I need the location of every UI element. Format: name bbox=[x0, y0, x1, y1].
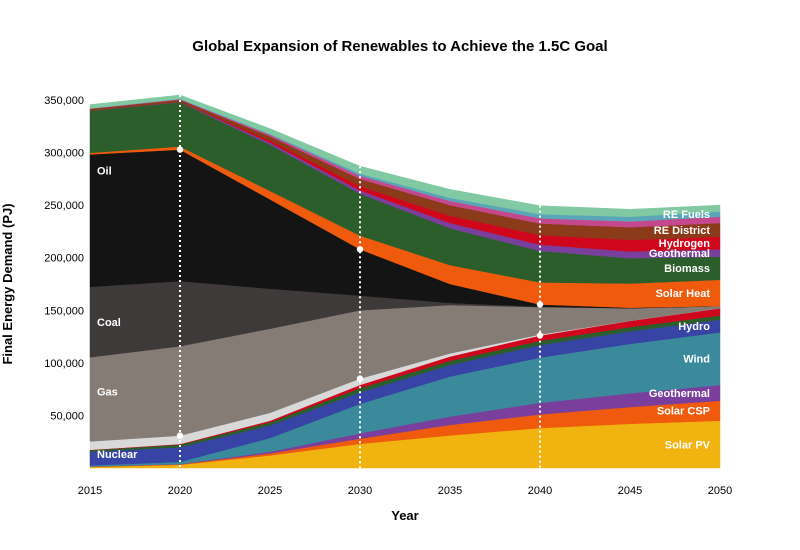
x-tick-label: 2050 bbox=[708, 485, 732, 497]
x-tick-label: 2030 bbox=[348, 485, 372, 497]
series-label-solar-heat-11: Solar Heat bbox=[656, 288, 711, 300]
chart-title: Global Expansion of Renewables to Achiev… bbox=[192, 38, 607, 55]
series-label-nuclear-7: Nuclear bbox=[97, 449, 138, 461]
x-tick-label: 2045 bbox=[618, 485, 642, 497]
series-label-gas-8: Gas bbox=[97, 386, 118, 398]
x-tick-label: 2015 bbox=[78, 485, 102, 497]
y-tick-label: 100,000 bbox=[44, 358, 84, 370]
area-unlabeled-18 bbox=[89, 94, 721, 217]
x-tick-label: 2040 bbox=[528, 485, 552, 497]
y-tick-label: 300,000 bbox=[44, 148, 84, 160]
series-label-solar-pv-0: Solar PV bbox=[665, 439, 711, 451]
x-axis-ticks: 2015 2020 2025 2030 2035 2040 2045 2050 bbox=[78, 485, 732, 497]
series-label-hydrogen-14: Hydrogen bbox=[659, 238, 711, 250]
y-tick-label: 350,000 bbox=[44, 95, 84, 107]
y-axis-label: Final Energy Demand (PJ) bbox=[0, 203, 15, 364]
series-label-oil-10: Oil bbox=[97, 165, 112, 177]
area-layers bbox=[89, 94, 721, 469]
reference-marker-2020-0 bbox=[176, 432, 184, 439]
reference-marker-2020-1 bbox=[176, 146, 184, 153]
y-tick-label: 250,000 bbox=[44, 200, 84, 212]
reference-marker-2030-0 bbox=[356, 375, 364, 382]
series-label-re-fuels-17: RE Fuels bbox=[663, 209, 710, 221]
series-labels: Solar PV Solar CSP Geothermal Wind Hydro Nucl… bbox=[97, 165, 711, 460]
y-tick-label: 200,000 bbox=[44, 253, 84, 265]
x-tick-label: 2035 bbox=[438, 485, 462, 497]
series-label-solar-csp-1: Solar CSP bbox=[657, 406, 710, 418]
series-label-hydro-4: Hydro bbox=[678, 321, 710, 333]
y-axis-ticks: 50,000 100,000 150,000 200,000 250,000 300,00… bbox=[44, 95, 84, 422]
x-tick-label: 2020 bbox=[168, 485, 192, 497]
series-label-wind-3: Wind bbox=[683, 354, 710, 366]
series-label-re-district-15: RE District bbox=[654, 225, 711, 237]
series-label-biomass-12: Biomass bbox=[664, 263, 710, 275]
reference-marker-2040-0 bbox=[536, 332, 544, 339]
reference-marker-2040-1 bbox=[536, 301, 544, 308]
x-tick-label: 2025 bbox=[258, 485, 282, 497]
reference-marker-2030-1 bbox=[356, 246, 364, 253]
series-label-coal-9: Coal bbox=[97, 317, 121, 329]
series-label-geothermal-13: Geothermal bbox=[649, 248, 710, 260]
series-label-geothermal-2: Geothermal bbox=[649, 388, 710, 400]
y-tick-label: 150,000 bbox=[44, 305, 84, 317]
x-axis-label: Year bbox=[391, 508, 418, 523]
reference-lines bbox=[176, 94, 544, 468]
y-tick-label: 50,000 bbox=[50, 410, 84, 422]
